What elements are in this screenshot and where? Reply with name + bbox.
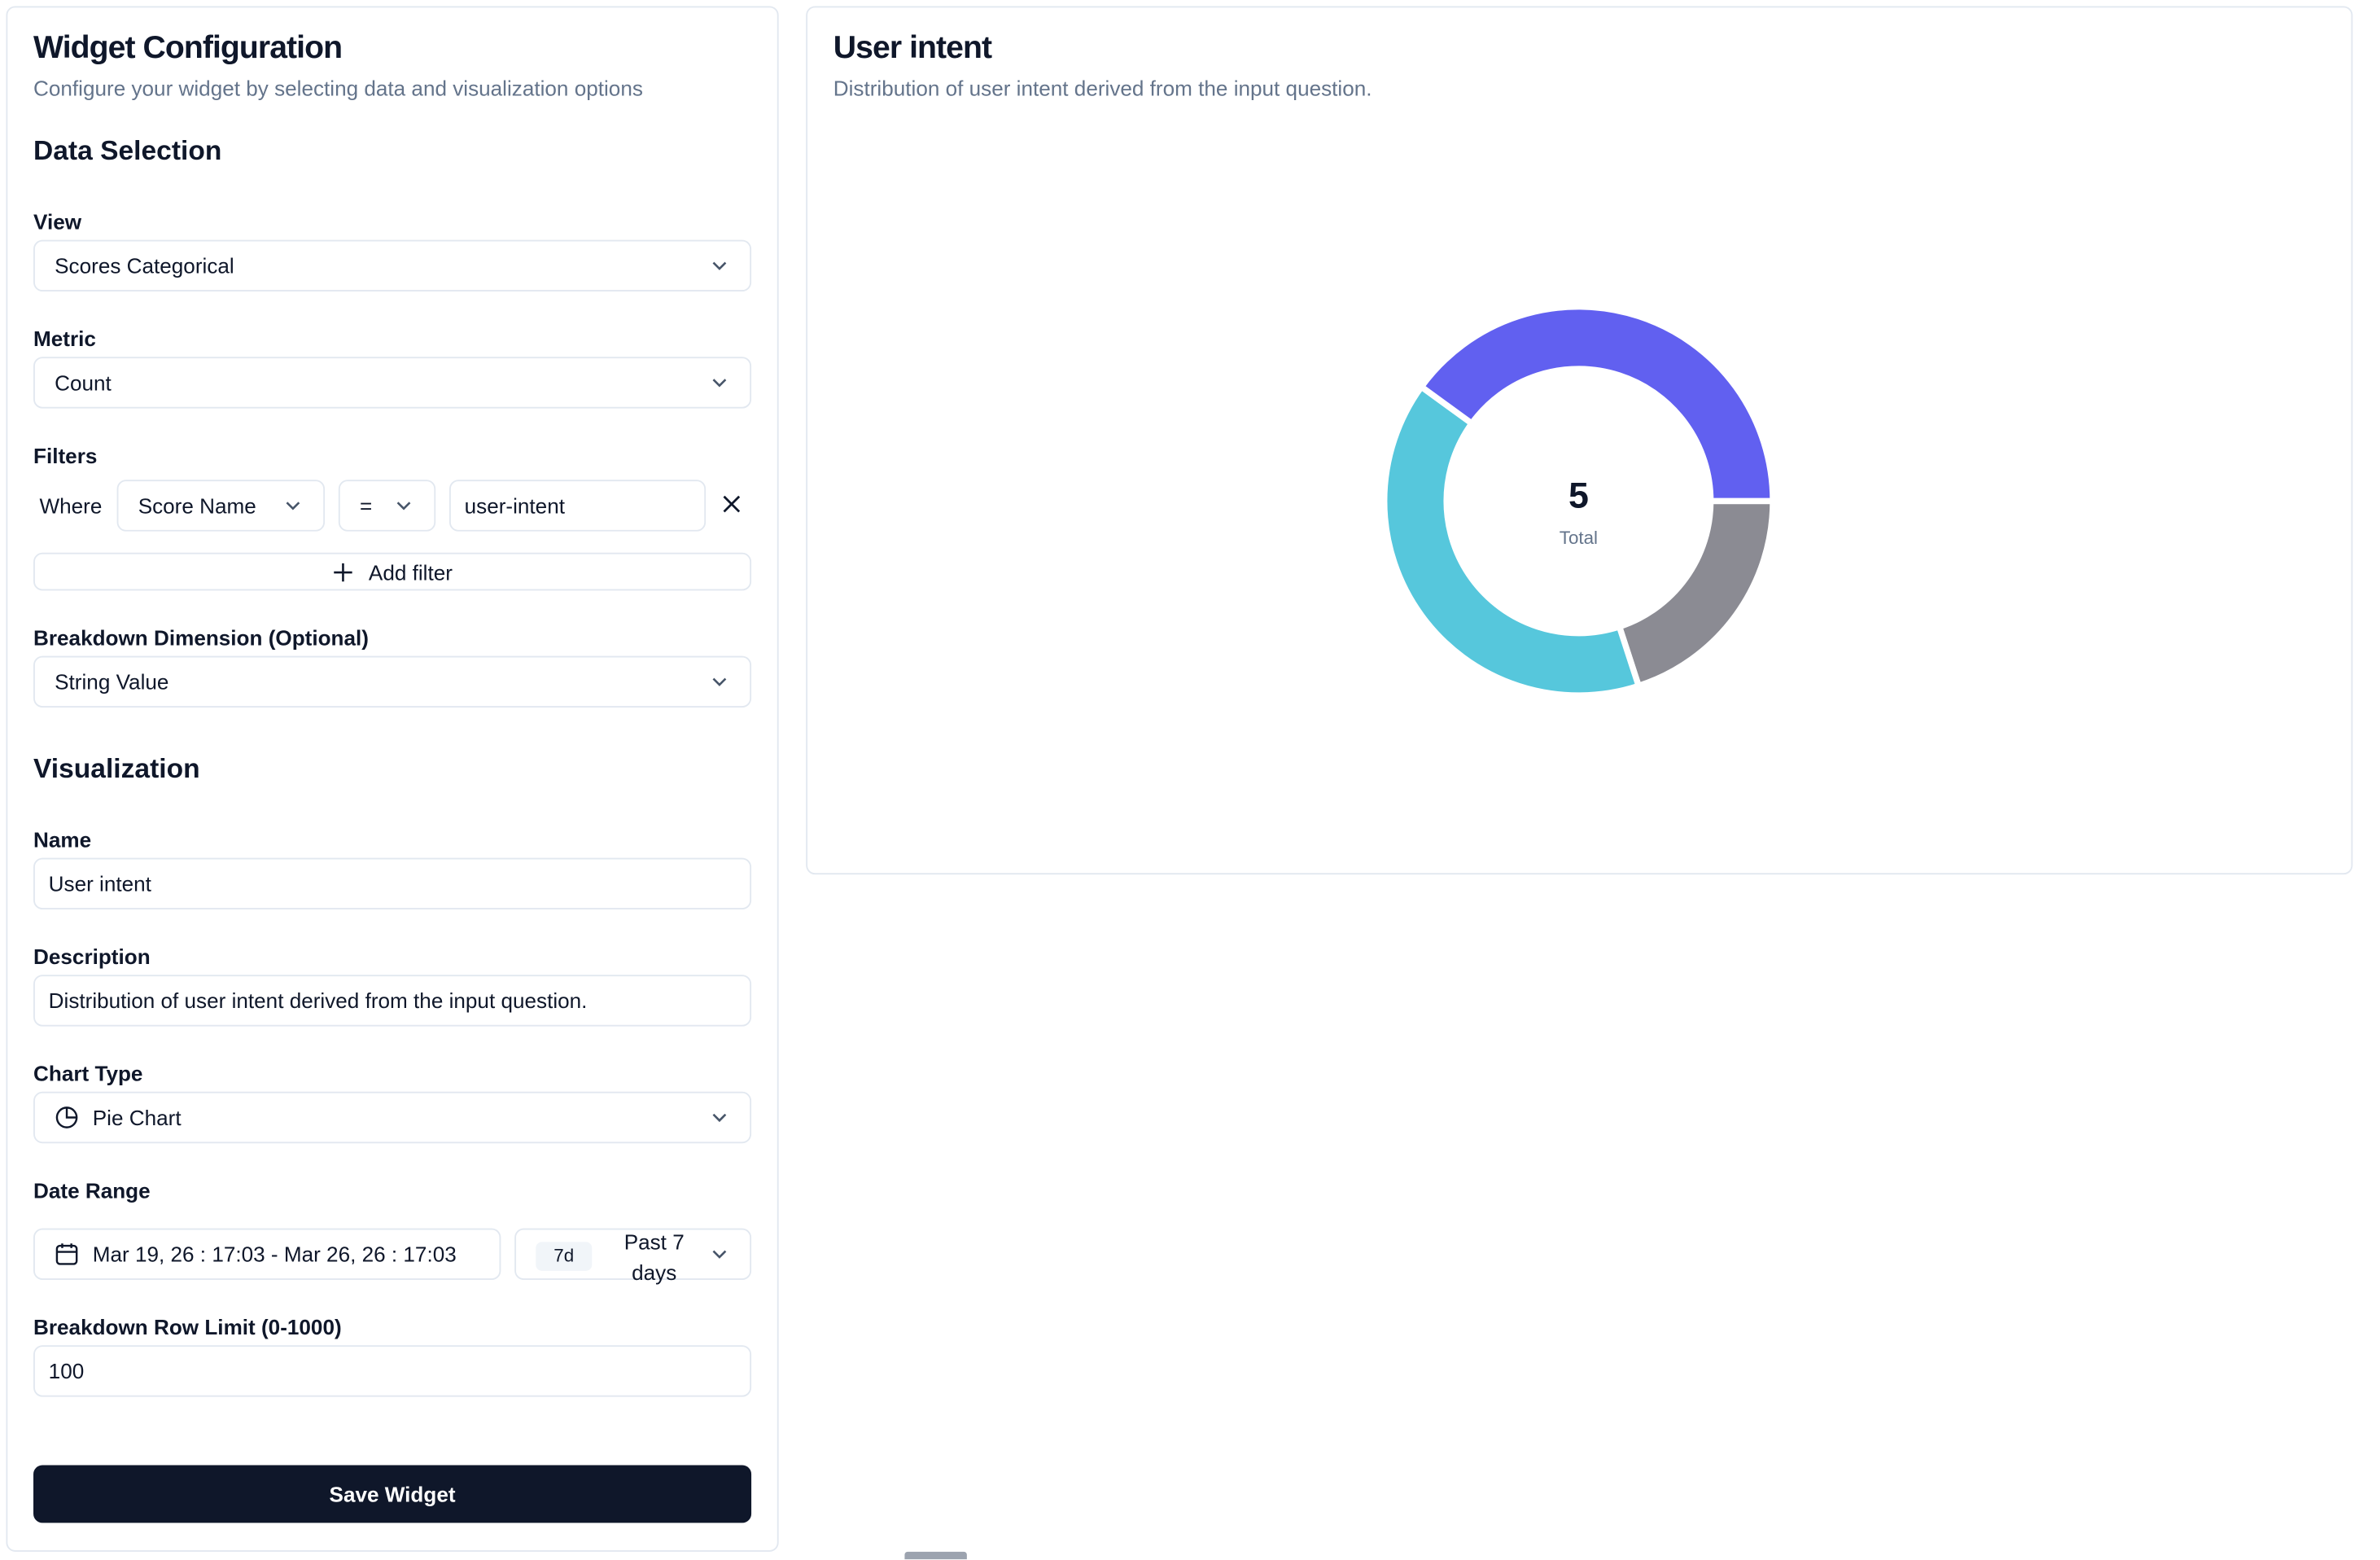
- chevron: [712, 677, 727, 686]
- chevron: [712, 261, 727, 270]
- field-label: View: [33, 209, 82, 234]
- field-label: Breakdown Dimension (Optional): [33, 625, 369, 651]
- plus-icon: [334, 562, 352, 581]
- preset-badge: 7d: [536, 1242, 593, 1271]
- donut-chart: 5 Total: [1380, 304, 1776, 699]
- section-title: Visualization: [33, 752, 200, 784]
- field-label: Date Range: [33, 1178, 151, 1203]
- chevron: [712, 1250, 727, 1259]
- button-label: Save Widget: [329, 1482, 456, 1506]
- field-label: Breakdown Row Limit (0-1000): [33, 1314, 342, 1339]
- select-value: =: [359, 493, 373, 518]
- field-label: Chart Type: [33, 1061, 143, 1086]
- chart-subtitle: Distribution of user intent derived from…: [833, 76, 1372, 101]
- select-value: String Value: [55, 669, 169, 695]
- field-label: Metric: [33, 326, 96, 351]
- filter-operator[interactable]: =: [338, 480, 436, 532]
- add-filter-button[interactable]: Add filter: [33, 552, 752, 591]
- row-limit-input[interactable]: 100: [33, 1345, 752, 1397]
- chevron: [286, 502, 300, 511]
- chevron: [396, 502, 411, 511]
- field-label: Name: [33, 827, 92, 852]
- resize-handle[interactable]: [904, 1551, 967, 1560]
- save-button[interactable]: Save Widget: [33, 1465, 752, 1523]
- input-value: user-intent: [464, 493, 565, 518]
- pie-slice: [1615, 497, 1776, 690]
- pie-slice: [1380, 382, 1643, 699]
- pie-icon: [55, 1106, 78, 1128]
- section-title: Data Selection: [33, 134, 222, 166]
- filter-column[interactable]: Score Name: [116, 480, 326, 532]
- input-value: User intent: [48, 871, 151, 896]
- breakdown-select[interactable]: String Value: [33, 655, 752, 708]
- input-value: 100: [48, 1358, 85, 1383]
- preset-select[interactable]: 7d Past 7 days: [514, 1228, 752, 1285]
- filter-value[interactable]: user-intent: [448, 480, 707, 532]
- button-label: Add filter: [368, 559, 453, 585]
- config-subtitle: Configure your widget by selecting data …: [33, 76, 643, 101]
- description-input[interactable]: Distribution of user intent derived from…: [33, 975, 752, 1027]
- pie-slice: [1417, 304, 1776, 505]
- field-label: Filters: [33, 443, 98, 468]
- chart-type-select[interactable]: Pie Chart: [33, 1091, 752, 1144]
- select-value: Scores Categorical: [55, 253, 234, 278]
- chevron: [712, 1113, 727, 1123]
- select-value: Count: [55, 370, 112, 395]
- chart-card: [806, 6, 2353, 875]
- chart-title: User intent: [833, 30, 992, 66]
- chevron: [712, 379, 727, 388]
- input-value: Distribution of user intent derived from…: [48, 988, 588, 1013]
- select-value: Score Name: [138, 493, 256, 518]
- remove-filter[interactable]: [721, 493, 742, 515]
- total-value: 5: [1568, 475, 1589, 515]
- select-value: Pie Chart: [92, 1105, 182, 1130]
- calendar-icon: [55, 1243, 78, 1265]
- view-select[interactable]: Scores Categorical: [33, 239, 752, 292]
- date-range-value: Mar 19, 26 : 17:03 - Mar 26, 26 : 17:03: [92, 1242, 457, 1267]
- filter-where: Where: [39, 493, 103, 518]
- field-label: Description: [33, 944, 151, 969]
- date-range-picker[interactable]: Mar 19, 26 : 17:03 - Mar 26, 26 : 17:03: [33, 1228, 501, 1281]
- name-input[interactable]: User intent: [33, 857, 752, 910]
- preset-label: Past 7 days: [623, 1229, 685, 1285]
- config-title: Widget Configuration: [33, 30, 343, 66]
- metric-select[interactable]: Count: [33, 357, 752, 409]
- total-label: Total: [1560, 528, 1598, 548]
